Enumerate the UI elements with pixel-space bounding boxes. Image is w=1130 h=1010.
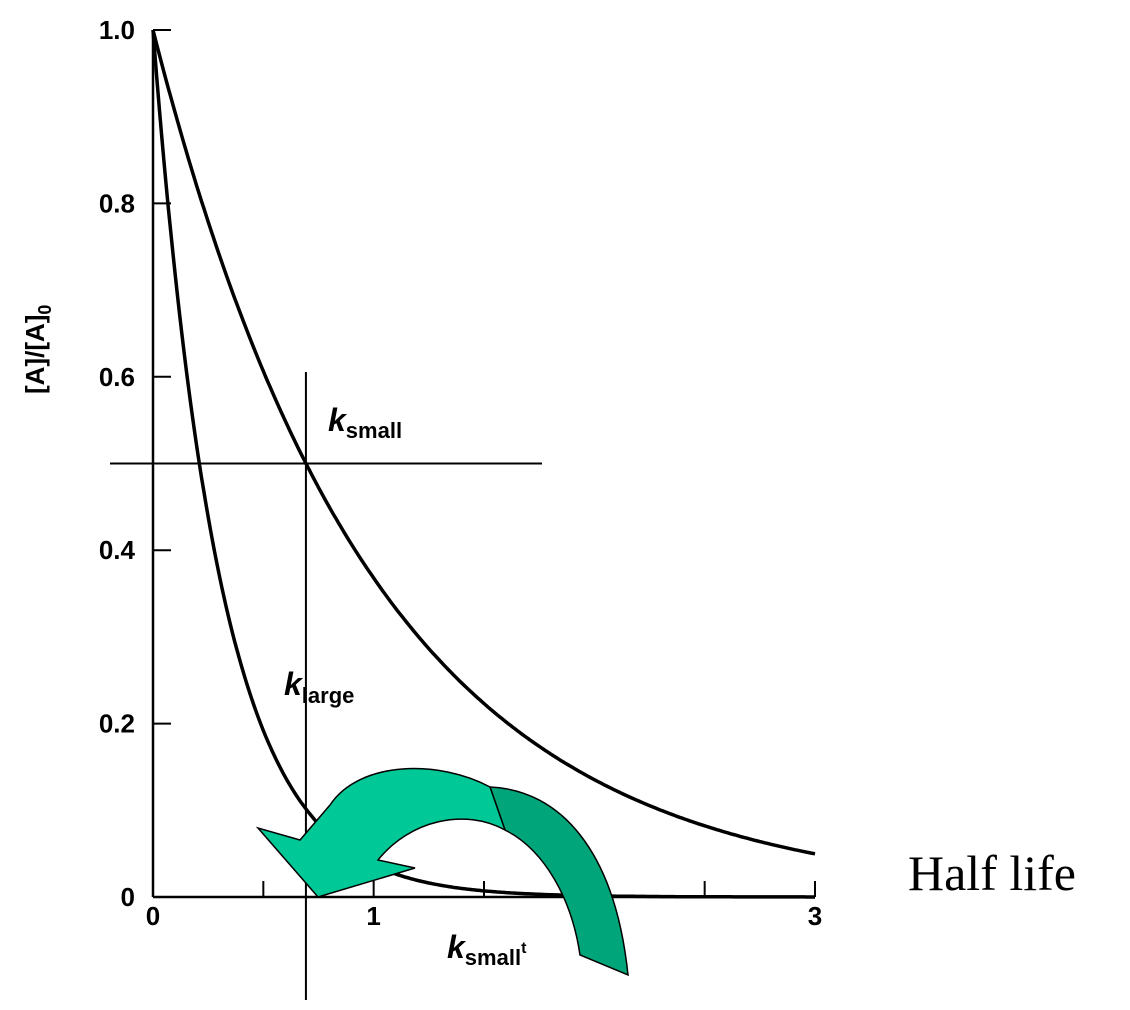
series-layer <box>151 29 816 899</box>
curved-arrow-front <box>255 767 507 898</box>
half-life-label: Half life <box>908 845 1076 901</box>
y-tick-label: 1.0 <box>99 15 135 45</box>
curved-arrow-back <box>488 786 629 977</box>
y-axis-label: [A]/[A]0 <box>20 305 55 394</box>
k-small-label: ksmall <box>328 402 402 443</box>
k-large-label: klarge <box>284 666 354 708</box>
x-tick-label: 0 <box>146 901 160 931</box>
x-tick-label: 1 <box>366 901 380 931</box>
series-line-k-large <box>151 29 815 899</box>
x-tick-label: 3 <box>808 901 822 931</box>
k-small-t-label: ksmallt <box>447 929 527 970</box>
axes-layer: 0 0.2 0.4 0.6 0.8 1.0 0 1 3 <box>99 15 822 1000</box>
label-layer: [A]/[A]0 ksmall klarge ksmallt Half life <box>20 305 1076 970</box>
y-tick-label: 0.8 <box>99 188 135 218</box>
series-line-k-small <box>151 29 816 856</box>
y-tick-label: 0.4 <box>99 535 136 565</box>
y-tick-label: 0 <box>121 882 135 912</box>
curved-arrow <box>255 767 629 977</box>
y-tick-label: 0.6 <box>99 362 135 392</box>
y-tick-label: 0.2 <box>99 709 135 739</box>
